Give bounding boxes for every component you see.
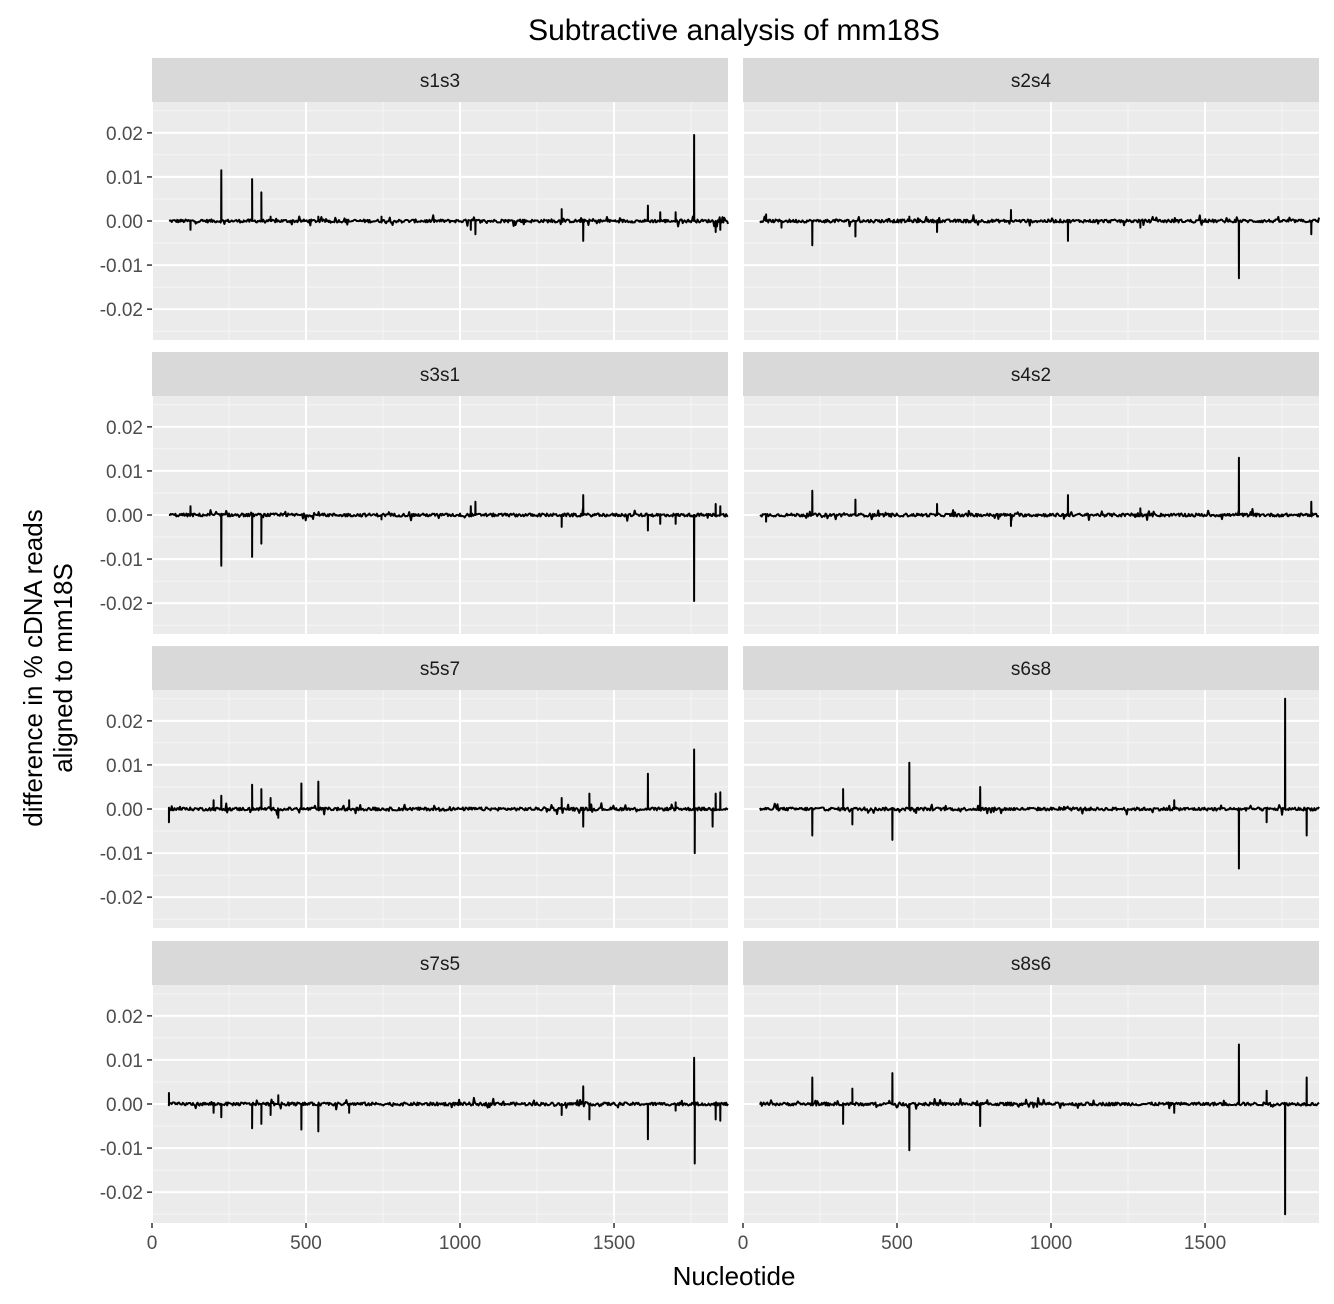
y-tick-label: -0.01 xyxy=(100,550,143,571)
facet-strip xyxy=(152,352,728,396)
y-tick-label: -0.01 xyxy=(100,256,143,277)
y-tick-label: -0.02 xyxy=(100,1183,143,1204)
facet-s4s2: s4s2 xyxy=(742,352,1320,634)
facet-strip xyxy=(152,58,728,102)
series-line xyxy=(759,456,1320,528)
facet-grid: s1s3 -0.02 -0.01 0.00 0.01 0.02 s2s4 s3s1 -0.02 -… xyxy=(100,58,1320,1254)
y-tick-label: 0.01 xyxy=(106,168,143,189)
x-tick-label: 0 xyxy=(738,1233,749,1254)
x-tick-label: 1500 xyxy=(1184,1233,1226,1254)
facet-s5s7: s5s7 -0.02 -0.01 0.00 0.01 0.02 xyxy=(100,646,729,928)
facet-s3s1: s3s1 -0.02 -0.01 0.00 0.01 0.02 xyxy=(100,352,729,634)
x-tick-label: 500 xyxy=(881,1233,913,1254)
y-tick-label: -0.02 xyxy=(100,888,143,909)
facet-strip-label: s6s8 xyxy=(1011,659,1051,680)
facet-strip-label: s3s1 xyxy=(420,365,460,386)
facet-strip-label: s7s5 xyxy=(420,954,460,975)
y-axis-title-group: difference in % cDNA reads aligned to mm… xyxy=(18,509,78,826)
facet-s7s5: s7s5 -0.02 -0.01 0.00 0.01 0.02 0 500 1000 1500 xyxy=(100,941,729,1254)
series-line xyxy=(168,134,729,242)
facet-strip xyxy=(743,646,1319,690)
y-tick-label: 0.00 xyxy=(106,212,143,233)
y-tick-label: 0.02 xyxy=(106,1007,143,1028)
series-line xyxy=(168,494,729,602)
facet-s2s4: s2s4 xyxy=(742,58,1320,340)
facet-strip xyxy=(743,352,1319,396)
y-tick-label: -0.02 xyxy=(100,300,143,321)
x-tick-label: 500 xyxy=(290,1233,322,1254)
x-tick-label: 1500 xyxy=(593,1233,635,1254)
facet-s8s6: s8s6 0 500 1000 1500 xyxy=(738,941,1320,1254)
y-tick-label: 0.00 xyxy=(106,506,143,527)
y-tick-label: 0.01 xyxy=(106,756,143,777)
chart-title: Subtractive analysis of mm18S xyxy=(528,14,940,47)
facet-strip xyxy=(152,941,728,985)
y-tick-label: -0.01 xyxy=(100,1139,143,1160)
series-line xyxy=(759,1043,1320,1216)
series-line xyxy=(759,697,1320,870)
facet-strip-label: s8s6 xyxy=(1011,954,1051,975)
facet-strip-label: s2s4 xyxy=(1011,71,1052,92)
y-tick-label: 0.02 xyxy=(106,712,143,733)
y-tick-label: 0.00 xyxy=(106,800,143,821)
x-tick-label: 0 xyxy=(147,1233,158,1254)
facet-strip xyxy=(743,941,1319,985)
y-tick-label: 0.00 xyxy=(106,1095,143,1116)
facet-s1s3: s1s3 -0.02 -0.01 0.00 0.01 0.02 xyxy=(100,58,729,340)
facet-strip xyxy=(152,646,728,690)
x-axis-title: Nucleotide xyxy=(673,1261,796,1291)
facet-strip-label: s1s3 xyxy=(420,71,460,92)
y-tick-label: -0.02 xyxy=(100,594,143,615)
y-axis-title-line2: aligned to mm18S xyxy=(48,563,78,773)
facet-s6s8: s6s8 xyxy=(742,646,1320,928)
series-line xyxy=(167,748,729,855)
series-line xyxy=(759,208,1320,280)
y-tick-label: 0.02 xyxy=(106,418,143,439)
facet-strip-label: s5s7 xyxy=(420,659,460,680)
x-tick-label: 1000 xyxy=(1030,1233,1072,1254)
y-axis-title-line1: difference in % cDNA reads xyxy=(18,509,48,826)
series-line xyxy=(167,1056,729,1165)
facet-strip xyxy=(743,58,1319,102)
y-tick-label: 0.02 xyxy=(106,124,143,145)
y-tick-label: 0.01 xyxy=(106,462,143,483)
y-tick-label: -0.01 xyxy=(100,844,143,865)
y-tick-label: 0.01 xyxy=(106,1051,143,1072)
x-tick-label: 1000 xyxy=(439,1233,481,1254)
facet-strip-label: s4s2 xyxy=(1011,365,1051,386)
